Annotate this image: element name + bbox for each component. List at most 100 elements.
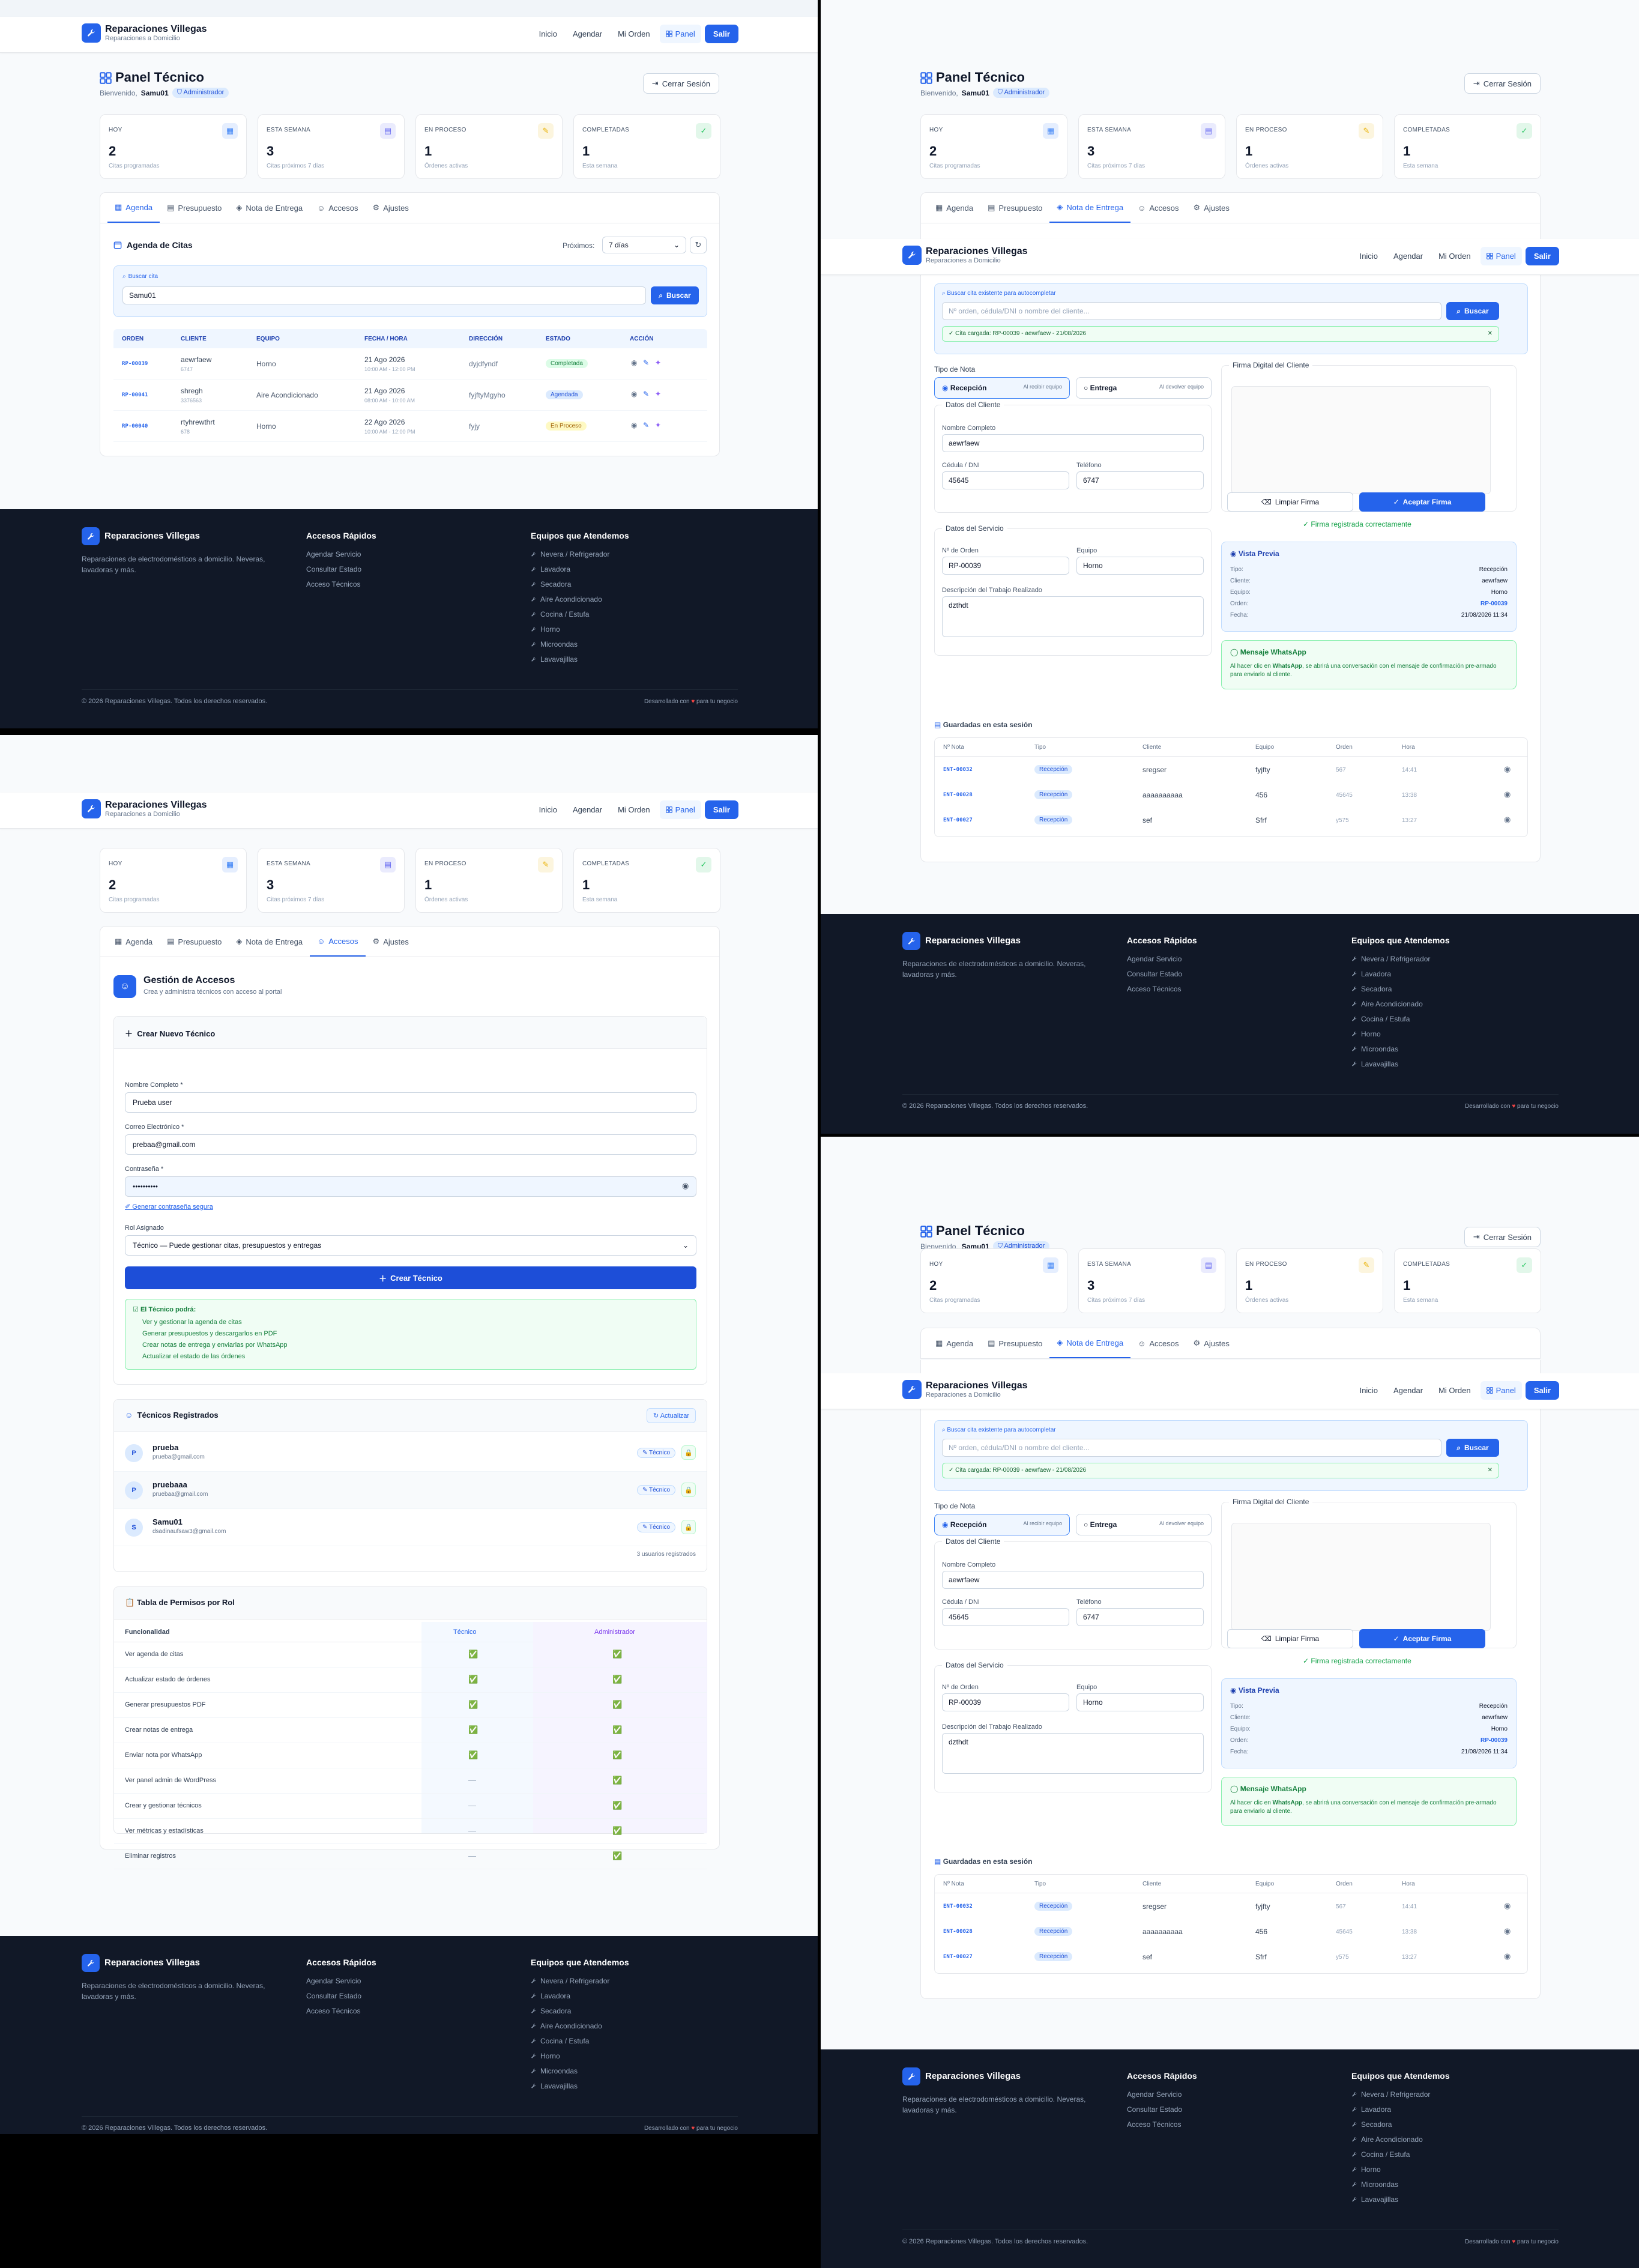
tab-4[interactable]: ⚙ Ajustes	[1193, 203, 1230, 213]
tab-4[interactable]: ⚙ Ajustes	[372, 937, 409, 946]
nav-mi-orden[interactable]: Mi Orden	[1438, 1386, 1471, 1395]
refresh-icon[interactable]: ↻	[690, 237, 707, 253]
salir-button[interactable]: Salir	[704, 800, 738, 819]
edit-icon[interactable]: ✎	[643, 390, 650, 398]
search-button[interactable]: ⌕ Buscar	[651, 286, 699, 304]
desc-textarea[interactable]: dzthdt	[942, 1733, 1204, 1774]
status-change-icon[interactable]: ✦	[655, 421, 662, 429]
eye-icon[interactable]: ◉	[1504, 764, 1511, 773]
nav-inicio[interactable]: Inicio	[539, 805, 557, 814]
logout-button[interactable]: ⇥ Cerrar Sesión	[1464, 73, 1541, 94]
equipo-input[interactable]: Horno	[1076, 1693, 1204, 1711]
tab-3[interactable]: ☺ Accesos	[1138, 1338, 1179, 1348]
rol-select[interactable]: Técnico — Puede gestionar citas, presupu…	[125, 1235, 696, 1256]
lock-icon[interactable]: 🔒	[681, 1483, 696, 1497]
orden-input[interactable]: RP-00039	[942, 1693, 1069, 1711]
footer-link[interactable]: Acceso Técnicos	[1127, 2120, 1182, 2129]
nombre-input[interactable]: aewrfaew	[942, 1571, 1204, 1589]
tipo-entrega-option[interactable]: ○ Entrega Al devolver equipo	[1076, 1514, 1212, 1535]
footer-link[interactable]: Consultar Estado	[1127, 970, 1183, 978]
signature-pad[interactable]	[1231, 1523, 1491, 1631]
tab-1[interactable]: ▤ Presupuesto	[167, 203, 222, 213]
nav-inicio[interactable]: Inicio	[539, 29, 557, 38]
aceptar-firma-button[interactable]: ✓ Aceptar Firma	[1359, 492, 1485, 512]
email-field[interactable]: prebaa@gmail.com	[125, 1134, 696, 1155]
tab-4[interactable]: ⚙ Ajustes	[1193, 1338, 1230, 1348]
nota-search-input[interactable]: Nº orden, cédula/DNI o nombre del client…	[942, 1439, 1441, 1457]
nav-panel[interactable]: Panel	[659, 800, 701, 819]
password-field[interactable]: ••••••••••	[125, 1176, 696, 1197]
nombre-input[interactable]: Prueba user	[125, 1092, 696, 1113]
tab-2[interactable]: ◈ Nota de Entrega	[236, 937, 303, 946]
lock-icon[interactable]: 🔒	[681, 1520, 696, 1534]
status-change-icon[interactable]: ✦	[655, 358, 662, 367]
nav-agendar[interactable]: Agendar	[572, 805, 603, 814]
eye-icon[interactable]: ◉	[1504, 1952, 1511, 1961]
view-icon[interactable]: ◉	[631, 421, 638, 429]
tab-2[interactable]: ◈ Nota de Entrega	[236, 203, 303, 213]
footer-link[interactable]: Acceso Técnicos	[306, 2007, 361, 2015]
nota-search-button[interactable]: ⌕ Buscar	[1446, 1439, 1499, 1457]
telefono-input[interactable]: 6747	[1076, 471, 1204, 489]
footer-link[interactable]: Consultar Estado	[306, 565, 362, 573]
salir-button[interactable]: Salir	[704, 25, 738, 43]
tab-2[interactable]: ◈ Nota de Entrega	[1049, 193, 1131, 223]
tab-2[interactable]: ◈ Nota de Entrega	[1049, 1328, 1131, 1358]
eye-icon[interactable]: ◉	[1504, 1901, 1511, 1910]
tab-0[interactable]: ▦ Agenda	[107, 193, 160, 223]
tab-1[interactable]: ▤ Presupuesto	[988, 1338, 1043, 1348]
equipo-input[interactable]: Horno	[1076, 557, 1204, 575]
tab-0[interactable]: ▦ Agenda	[935, 203, 974, 213]
close-icon[interactable]: ✕	[1487, 1467, 1493, 1474]
tab-4[interactable]: ⚙ Ajustes	[372, 203, 409, 213]
nav-agendar[interactable]: Agendar	[1393, 1386, 1423, 1395]
nav-mi-orden[interactable]: Mi Orden	[618, 29, 650, 38]
brand[interactable]: Reparaciones Villegas Reparaciones a Domi…	[926, 1380, 1028, 1399]
range-select[interactable]: 7 días ⌄	[602, 237, 686, 253]
edit-icon[interactable]: ✎	[643, 358, 650, 367]
edit-icon[interactable]: ✎	[643, 421, 650, 429]
cedula-input[interactable]: 45645	[942, 471, 1069, 489]
eye-icon[interactable]: ◉	[1504, 1926, 1511, 1935]
limpiar-firma-button[interactable]: ⌫ Limpiar Firma	[1227, 1629, 1353, 1648]
tipo-entrega-option[interactable]: ○ Entrega Al devolver equipo	[1076, 377, 1212, 399]
brand-logo[interactable]	[82, 799, 101, 818]
brand-logo[interactable]	[902, 1380, 922, 1399]
tipo-recepcion-option[interactable]: ◉ Recepción Al recibir equipo	[934, 1514, 1070, 1535]
tab-1[interactable]: ▤ Presupuesto	[167, 937, 222, 946]
actualizar-button[interactable]: ↻ Actualizar	[647, 1408, 696, 1423]
brand-logo[interactable]	[82, 23, 101, 43]
nav-inicio[interactable]: Inicio	[1359, 1386, 1378, 1395]
create-tecnico-button[interactable]: ＋ Crear Técnico	[125, 1266, 696, 1289]
eye-icon[interactable]: ◉	[1504, 790, 1511, 799]
nav-mi-orden[interactable]: Mi Orden	[1438, 252, 1471, 261]
nav-agendar[interactable]: Agendar	[1393, 252, 1423, 261]
eye-icon[interactable]: ◉	[1504, 815, 1511, 824]
salir-button[interactable]: Salir	[1525, 1381, 1559, 1400]
footer-link[interactable]: Consultar Estado	[1127, 2105, 1183, 2114]
tipo-recepcion-option[interactable]: ◉ Recepción Al recibir equipo	[934, 377, 1070, 399]
logout-button[interactable]: ⇥ Cerrar Sesión	[642, 73, 719, 94]
nota-search-button[interactable]: ⌕ Buscar	[1446, 302, 1499, 320]
lock-icon[interactable]: 🔒	[681, 1445, 696, 1460]
nav-panel[interactable]: Panel	[1480, 247, 1522, 265]
salir-button[interactable]: Salir	[1525, 247, 1559, 265]
status-change-icon[interactable]: ✦	[655, 390, 662, 398]
generate-password-link[interactable]: ✐ Generar contraseña segura	[125, 1203, 213, 1211]
tab-3[interactable]: ☺ Accesos	[1138, 203, 1179, 213]
nombre-input[interactable]: aewrfaew	[942, 434, 1204, 452]
nav-panel[interactable]: Panel	[659, 25, 701, 43]
brand[interactable]: Reparaciones Villegas Reparaciones a Domi…	[105, 24, 207, 42]
brand[interactable]: Reparaciones Villegas Reparaciones a Domi…	[105, 800, 207, 818]
search-input[interactable]: Samu01	[122, 286, 646, 304]
brand[interactable]: Reparaciones Villegas Reparaciones a Domi…	[926, 246, 1028, 264]
orden-input[interactable]: RP-00039	[942, 557, 1069, 575]
footer-link[interactable]: Agendar Servicio	[306, 550, 361, 558]
view-icon[interactable]: ◉	[631, 390, 638, 398]
limpiar-firma-button[interactable]: ⌫ Limpiar Firma	[1227, 492, 1353, 512]
tab-3[interactable]: ☺ Accesos	[310, 927, 366, 957]
nav-inicio[interactable]: Inicio	[1359, 252, 1378, 261]
view-icon[interactable]: ◉	[631, 358, 638, 367]
tab-1[interactable]: ▤ Presupuesto	[988, 203, 1043, 213]
telefono-input[interactable]: 6747	[1076, 1608, 1204, 1626]
